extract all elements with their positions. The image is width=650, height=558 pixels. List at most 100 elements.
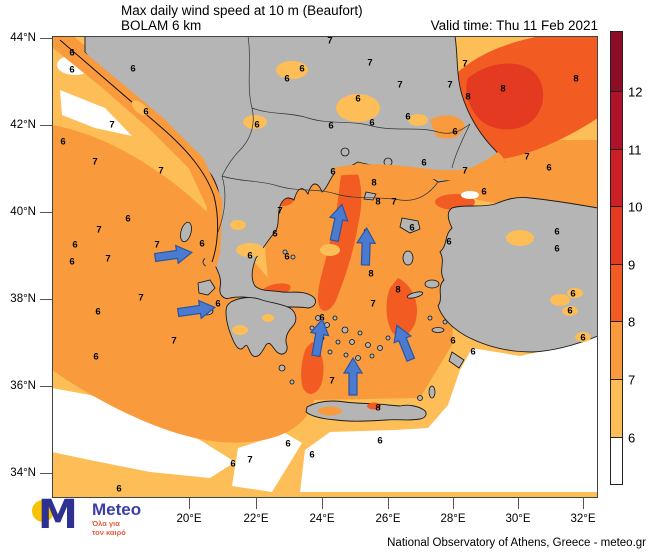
wind-speed-value: 6 (580, 333, 585, 344)
wind-speed-value: 6 (452, 127, 457, 138)
wind-arrow-icon (393, 324, 416, 362)
wind-speed-value: 7 (92, 157, 97, 168)
colorbar-segment (610, 438, 623, 485)
aegean-wind-band (262, 158, 460, 400)
wind-speed-value: 6 (130, 64, 135, 75)
wind-speed-value: 7 (138, 293, 143, 304)
beaufort-colorbar (610, 31, 623, 485)
calm-sea-southeast (300, 332, 598, 492)
wind-speed-value: 8 (375, 403, 380, 414)
wind-speed-value: 7 (277, 206, 282, 217)
lon-tick (388, 498, 389, 509)
wind-speed-value: 8 (375, 197, 380, 208)
lon-tick-label: 20°E (176, 513, 202, 525)
lat-tick (40, 212, 52, 213)
wind-speed-value: 8 (573, 74, 578, 85)
wind-speed-value: 6 (328, 121, 333, 132)
wind-speed-value: 7 (367, 58, 372, 69)
colorbar-segment (610, 92, 623, 150)
country-borders (217, 36, 471, 233)
wind-speed-value: 6 (215, 299, 220, 310)
wind-speed-value: 7 (109, 120, 114, 131)
wind-speed-value: 6 (481, 187, 486, 198)
wind-speed-value: 6 (95, 307, 100, 318)
wind-speed-value: 8 (500, 84, 505, 95)
lon-tick-label: 32°E (570, 513, 596, 525)
lat-tick (40, 38, 52, 39)
blacksea-core (466, 63, 544, 130)
colorbar-tick-label: 6 (628, 430, 636, 446)
meteo-m-icon: M (38, 492, 78, 538)
wind-speed-value: 6 (299, 64, 304, 75)
wind-speed-value: 6 (546, 163, 551, 174)
wind-speed-value: 6 (284, 252, 289, 263)
wind-speed-value: 6 (319, 313, 324, 324)
wind-speed-value: 6 (69, 257, 74, 268)
wind-speed-value: 8 (368, 269, 373, 280)
wind-speed-value: 7 (154, 240, 159, 251)
wind-speed-value: 6 (230, 459, 235, 470)
anatolia-landmass (437, 197, 598, 353)
wind-speed-value: 7 (171, 336, 176, 347)
colorbar-segment (610, 265, 623, 322)
meteo-logo: M Meteo Όλα για τον καιρό (30, 492, 200, 550)
wind-speed-value: 6 (199, 239, 204, 250)
wind-speed-value: 6 (554, 227, 559, 238)
lon-tick-label: 22°E (243, 513, 269, 525)
wind-arrow-icon (176, 299, 216, 320)
lon-tick (189, 498, 190, 509)
wind-speed-value: 6 (284, 74, 289, 85)
wind-speed-value: 7 (158, 166, 163, 177)
lon-tick (453, 498, 454, 509)
wind-speed-value: 6 (369, 118, 374, 129)
peloponnese (225, 297, 297, 357)
colorbar-segment (610, 322, 623, 380)
wind-speed-value: 7 (447, 80, 452, 91)
wind-arrow-icon (328, 203, 349, 243)
wind-speed-value: 7 (105, 254, 110, 265)
wind-speed-value: 6 (450, 336, 455, 347)
wind-speed-value: 8 (371, 178, 376, 189)
lat-tick (40, 125, 52, 126)
wind-speed-value: 6 (72, 240, 77, 251)
wind-arrow-icon (342, 356, 364, 396)
lon-tick (322, 498, 323, 509)
wind-speed-value: 6 (446, 237, 451, 248)
wind-speed-value: 6 (554, 244, 559, 255)
lat-tick-label: 42°N (10, 119, 36, 131)
colorbar-tick-label: 12 (628, 84, 643, 100)
lon-tick-label: 30°E (505, 513, 531, 525)
wind-speed-value: 6 (355, 94, 360, 105)
lat-tick-label: 36°N (10, 380, 36, 392)
adriatic-coastline (59, 39, 219, 263)
colorbar-segment (610, 31, 623, 92)
adriatic-coast-band-top (53, 36, 223, 269)
lat-tick-label: 44°N (10, 32, 36, 44)
colorbar-segment (610, 380, 623, 438)
wind-speed-value: 7 (370, 299, 375, 310)
lat-tick (40, 386, 52, 387)
lon-tick (518, 498, 519, 509)
wind-speed-value: 6 (143, 107, 148, 118)
colorbar-tick-label: 9 (628, 257, 636, 273)
wind-speed-value: 6 (377, 436, 382, 447)
logo-brand: Meteo (92, 500, 142, 519)
wind-speed-value: 6 (409, 223, 414, 234)
wind-speed-value: 6 (93, 352, 98, 363)
lat-tick-label: 34°N (10, 467, 36, 479)
colorbar-segment (610, 150, 623, 207)
lat-tick-label: 38°N (10, 293, 36, 305)
valid-time: Valid time: Thu 11 Feb 2021 (430, 18, 598, 33)
wind-speed-value: 6 (421, 158, 426, 169)
logo-tagline: Όλα για τον καιρό (92, 519, 126, 537)
wind-arrow-icon (309, 318, 330, 358)
lon-tick-label: 26°E (375, 513, 401, 525)
lat-tick (40, 473, 52, 474)
wind-speed-value: 6 (69, 65, 74, 76)
wind-speed-value: 6 (285, 439, 290, 450)
wind-speed-value: 6 (69, 48, 74, 59)
wind-speed-value: 7 (391, 197, 396, 208)
colorbar-tick-label: 11 (628, 142, 642, 158)
wind-arrow-icon (356, 226, 377, 266)
